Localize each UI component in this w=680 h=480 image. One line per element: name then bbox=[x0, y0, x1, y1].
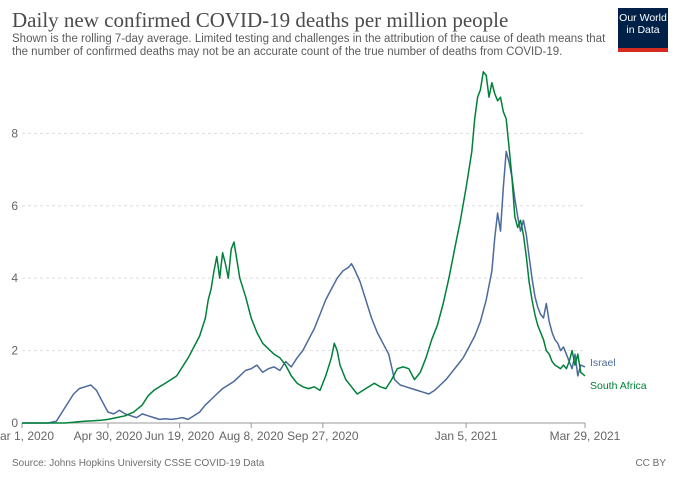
x-axis bbox=[21, 422, 586, 428]
series-labels[interactable]: Israel South Africa bbox=[590, 357, 647, 392]
y-tick-label: 0 bbox=[11, 416, 18, 430]
series-label-south-africa[interactable]: South Africa bbox=[590, 380, 647, 392]
chart-subtitle: Shown is the rolling 7-day average. Limi… bbox=[12, 33, 606, 58]
owid-logo[interactable]: Our World in Data bbox=[618, 8, 668, 52]
y-tick-label: 4 bbox=[11, 271, 18, 285]
series-lines bbox=[22, 71, 586, 424]
series-line-south-africa[interactable] bbox=[22, 71, 586, 424]
logo-line-2: in Data bbox=[626, 24, 660, 36]
source-note: Source: Johns Hopkins University CSSE CO… bbox=[12, 458, 265, 469]
logo-line-1: Our World bbox=[619, 12, 667, 24]
series-line-israel[interactable] bbox=[22, 150, 586, 424]
x-tick-label: Mar 29, 2021 bbox=[550, 429, 621, 443]
chart-title: Daily new confirmed COVID-19 deaths per … bbox=[12, 8, 509, 32]
grid-lines bbox=[22, 132, 585, 352]
y-axis: 0 2 4 6 8 bbox=[11, 126, 18, 430]
y-tick-label: 2 bbox=[11, 344, 18, 358]
x-tick-label: Jun 19, 2020 bbox=[145, 429, 215, 443]
y-tick-label: 6 bbox=[11, 199, 18, 213]
license-link[interactable]: CC BY bbox=[635, 458, 666, 469]
x-tick-label: Apr 30, 2020 bbox=[74, 429, 143, 443]
x-tick-label: Sep 27, 2020 bbox=[287, 429, 359, 443]
series-label-israel[interactable]: Israel bbox=[590, 357, 616, 369]
x-tick-label: Jan 5, 2021 bbox=[435, 429, 498, 443]
x-tick-label: Aug 8, 2020 bbox=[219, 429, 284, 443]
x-tick-label: Mar 1, 2020 bbox=[0, 429, 54, 443]
y-tick-label: 8 bbox=[11, 126, 18, 140]
